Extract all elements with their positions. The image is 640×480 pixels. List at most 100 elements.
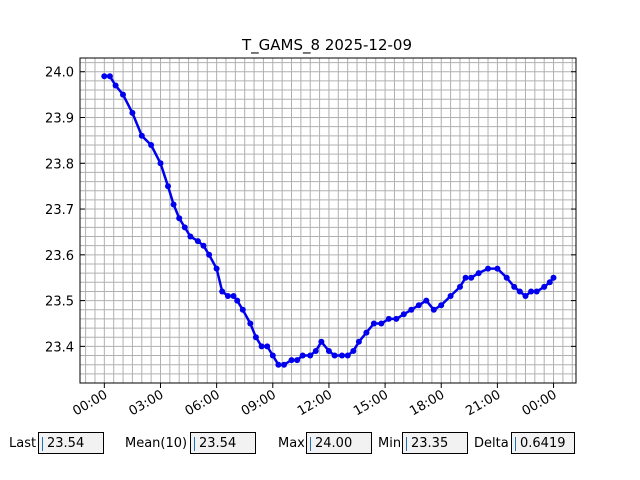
data-point xyxy=(219,288,226,295)
data-point xyxy=(194,238,201,245)
data-point xyxy=(224,293,231,299)
data-point xyxy=(120,91,126,98)
stat-max-value[interactable]: 24.00 xyxy=(306,432,372,454)
data-point xyxy=(312,348,319,354)
data-point xyxy=(550,274,557,281)
x-tick-label: 03:00 xyxy=(127,387,167,419)
data-point xyxy=(438,302,445,309)
grid xyxy=(80,58,576,383)
data-point xyxy=(331,352,338,359)
data-point xyxy=(528,288,535,295)
data-point xyxy=(165,183,171,190)
data-point xyxy=(325,348,332,354)
data-series xyxy=(101,73,557,368)
x-tick-label: 00:00 xyxy=(520,387,560,419)
data-point xyxy=(400,311,407,318)
data-point xyxy=(275,361,282,368)
data-point xyxy=(101,73,108,80)
data-point xyxy=(129,109,136,116)
y-tick-label: 23.5 xyxy=(45,295,74,310)
data-point xyxy=(485,265,491,272)
x-tick-label: 06:00 xyxy=(183,387,223,419)
data-point xyxy=(475,270,482,277)
stat-mean-value[interactable]: 23.54 xyxy=(190,432,256,454)
data-point xyxy=(288,357,295,364)
data-point xyxy=(247,320,254,327)
data-point xyxy=(318,338,325,345)
data-point xyxy=(344,352,351,359)
data-point xyxy=(258,343,265,350)
data-point xyxy=(170,201,177,208)
stat-min-value[interactable]: 23.35 xyxy=(402,432,468,454)
stat-last-label: Last xyxy=(9,436,37,451)
data-point xyxy=(423,297,430,304)
data-point xyxy=(200,242,207,249)
y-tick-label: 23.6 xyxy=(45,249,74,264)
stat-min-label: Min xyxy=(378,436,402,451)
data-point xyxy=(494,265,501,272)
data-point xyxy=(294,357,301,364)
data-point xyxy=(148,142,155,148)
data-point xyxy=(385,315,392,322)
x-tick-label: 12:00 xyxy=(295,387,335,419)
data-point xyxy=(350,348,357,354)
data-point xyxy=(533,288,540,295)
data-point xyxy=(339,352,345,359)
data-point xyxy=(355,338,362,345)
y-tick-label: 23.8 xyxy=(45,157,74,172)
data-point xyxy=(363,329,370,336)
stat-delta-label: Delta xyxy=(474,436,509,451)
data-point xyxy=(187,233,194,240)
data-point xyxy=(511,283,518,290)
y-tick-label: 23.7 xyxy=(45,203,74,218)
data-point xyxy=(378,320,385,327)
data-point xyxy=(269,352,276,359)
data-point xyxy=(541,283,548,290)
data-point xyxy=(447,293,454,299)
data-point xyxy=(307,352,314,359)
data-point xyxy=(516,288,523,295)
x-tick-label: 15:00 xyxy=(351,387,391,419)
x-tick-label: 00:00 xyxy=(70,387,110,419)
data-point xyxy=(252,334,259,341)
data-point xyxy=(370,320,377,327)
y-tick-label: 24.0 xyxy=(45,66,74,81)
data-point xyxy=(112,82,119,89)
y-axis: 23.4 23.5 23.6 23.7 23.8 23.9 24.0 xyxy=(45,66,576,355)
data-point xyxy=(106,73,113,80)
stat-max-label: Max xyxy=(278,436,305,451)
data-point xyxy=(503,274,510,281)
data-point xyxy=(206,251,213,258)
data-point xyxy=(546,279,553,286)
data-point xyxy=(239,306,246,313)
y-tick-label: 23.9 xyxy=(45,112,74,127)
x-tick-label: 21:00 xyxy=(463,387,503,419)
stat-mean-label: Mean(10) xyxy=(125,436,188,451)
data-point xyxy=(415,302,422,309)
x-tick-label: 09:00 xyxy=(239,387,279,419)
data-point xyxy=(264,343,271,350)
stat-last-value[interactable]: 23.54 xyxy=(38,432,104,454)
data-point xyxy=(213,265,220,272)
data-point xyxy=(281,361,287,368)
y-tick-label: 23.4 xyxy=(45,340,74,355)
chart-title: T_GAMS_8 2025-12-09 xyxy=(241,36,412,55)
data-point xyxy=(299,352,306,359)
data-point xyxy=(457,283,463,290)
data-point xyxy=(468,274,475,281)
data-point xyxy=(393,315,400,322)
data-point xyxy=(157,160,164,167)
data-point xyxy=(230,293,237,299)
data-point xyxy=(462,274,469,281)
data-point xyxy=(234,297,241,304)
data-point xyxy=(408,306,415,313)
data-point xyxy=(430,306,437,313)
stat-delta-value[interactable]: 0.6419 xyxy=(511,432,575,454)
data-point xyxy=(181,224,188,231)
x-axis: 00:00 03:00 06:00 09:00 12:00 15:00 18:00 21:00… xyxy=(70,383,560,419)
plot-frame xyxy=(79,57,577,384)
data-point xyxy=(138,132,145,139)
data-point xyxy=(176,215,183,222)
data-point xyxy=(522,293,529,299)
